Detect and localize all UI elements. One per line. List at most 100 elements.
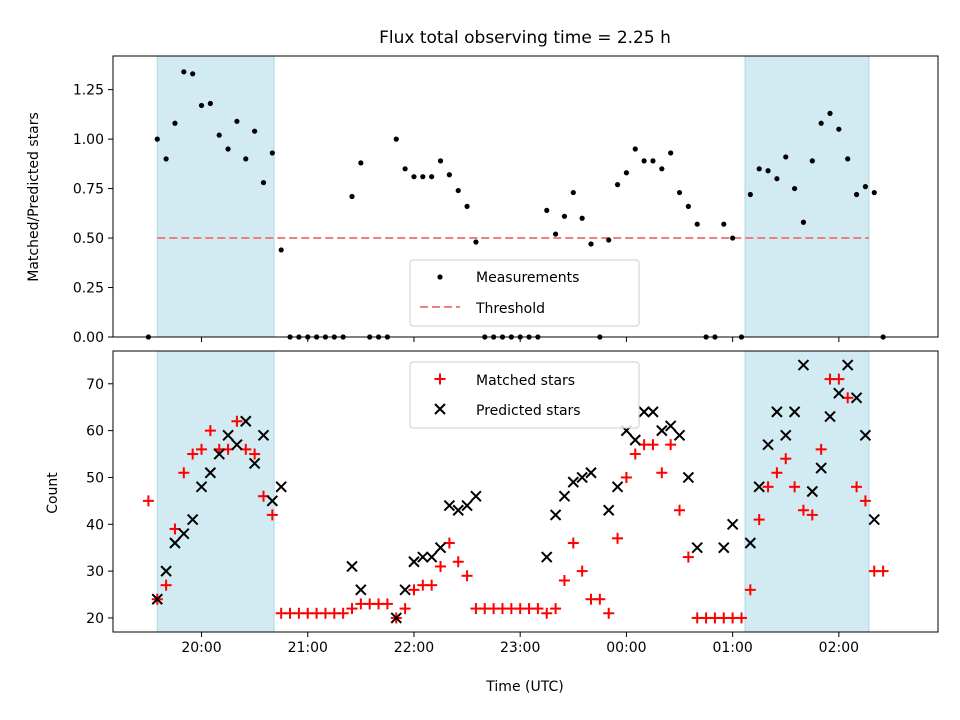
matched-star-point <box>381 598 393 610</box>
measurement-point <box>730 235 736 241</box>
measurement-point <box>570 189 576 196</box>
predicted-star-point <box>611 481 624 493</box>
y-tick-label: 0.00 <box>73 330 104 346</box>
y-tick-label: 0.25 <box>73 281 104 297</box>
matched-star-point <box>771 467 783 479</box>
measurement-point <box>491 334 497 340</box>
chart-title: Flux total observing time = 2.25 h <box>379 28 671 48</box>
measurement-point <box>429 174 435 180</box>
matched-star-point <box>674 504 686 516</box>
predicted-star-point <box>806 485 819 498</box>
measurement-point <box>340 334 346 340</box>
predicted-star-point <box>638 406 650 418</box>
measurement-point <box>207 100 213 107</box>
measurement-point <box>198 102 205 109</box>
measurement-point <box>632 146 638 152</box>
measurement-point <box>517 334 523 340</box>
matched-star-point <box>266 509 278 521</box>
y-tick-label: 0.75 <box>73 182 104 198</box>
matched-star-point <box>399 603 411 615</box>
measurement-point <box>508 334 514 340</box>
matched-star-point <box>337 607 349 619</box>
matched-star-point <box>603 607 615 619</box>
y-tick-label: 50 <box>86 470 104 486</box>
measurement-point <box>535 334 541 340</box>
measurement-point <box>313 334 320 340</box>
predicted-star-point <box>541 551 553 563</box>
axes-frame <box>112 350 939 633</box>
measurement-point <box>614 182 621 188</box>
measurement-point <box>809 158 815 164</box>
predicted-star-point <box>355 584 367 596</box>
top-legend: Measurements Threshold <box>409 259 640 327</box>
x-axis-label: Time (UTC) <box>485 679 563 695</box>
predicted-star-point <box>824 410 836 423</box>
measurement-point <box>375 334 382 340</box>
predicted-star-point <box>859 429 872 442</box>
x-tick-label: 20:00 <box>181 640 221 656</box>
predicted-star-point <box>408 556 420 568</box>
measurement-point <box>145 334 152 340</box>
measurement-point <box>544 207 550 213</box>
axes-frame <box>112 55 939 338</box>
measurement-point <box>420 174 426 180</box>
matched-star-point <box>187 448 199 460</box>
matched-star-point <box>780 453 792 465</box>
measurement-point <box>676 189 683 196</box>
matched-star-point <box>859 495 871 507</box>
top-y-axis-label: Matched/Predicted stars <box>26 112 42 282</box>
predicted-star-point <box>178 527 190 540</box>
matched-star-point <box>833 373 845 385</box>
matched-star-point <box>735 612 747 624</box>
predicted-star-point <box>726 518 739 530</box>
x-tick-label: 23:00 <box>500 640 540 656</box>
measurement-point <box>552 231 559 237</box>
matched-star-point <box>682 551 694 563</box>
measurement-point <box>774 176 780 182</box>
predicted-star-point <box>585 467 597 479</box>
measurement-point <box>190 71 196 77</box>
matched-star-point <box>647 439 659 451</box>
matched-star-point <box>541 607 553 619</box>
predicted-star-point <box>248 457 261 470</box>
matched-star-point <box>346 603 358 615</box>
measurement-point <box>499 334 506 340</box>
matched-star-point <box>461 570 473 582</box>
predicted-star-point <box>390 612 402 624</box>
x-tick-label: 22:00 <box>394 640 434 656</box>
matched-star-point <box>762 481 774 493</box>
predicted-star-point <box>576 471 588 484</box>
measurement-point <box>163 156 169 162</box>
measurement-point <box>437 158 444 164</box>
measurement-point <box>473 239 479 245</box>
matched-star-point <box>178 467 190 479</box>
measurement-point <box>526 334 532 340</box>
predicted-star-point <box>744 537 757 549</box>
measurement-point <box>384 334 391 340</box>
x-tick-label: 21:00 <box>288 640 328 656</box>
predicted-star-point <box>213 448 225 460</box>
legend-box <box>409 361 640 429</box>
measurement-point <box>225 146 231 152</box>
measurement-point <box>172 120 178 126</box>
predicted-star-point <box>195 481 208 493</box>
legend-threshold-label: Threshold <box>475 301 545 317</box>
matched-star-point <box>142 495 154 507</box>
measurement-point <box>349 193 355 200</box>
measurement-point <box>446 172 452 178</box>
measurement-point <box>703 334 709 340</box>
measurement-point <box>464 203 470 209</box>
measurement-point <box>561 213 568 219</box>
x-tick-label: 00:00 <box>606 640 646 656</box>
measurement-point <box>278 247 284 253</box>
predicted-star-point <box>558 490 571 502</box>
matched-star-point <box>231 415 243 427</box>
predicted-star-point <box>797 359 810 371</box>
measurement-point <box>216 132 222 138</box>
predicted-star-point <box>222 429 234 442</box>
matched-star-point <box>877 565 889 577</box>
measurement-point <box>791 185 798 192</box>
predicted-star-point <box>647 406 659 418</box>
predicted-star-point <box>771 406 783 418</box>
